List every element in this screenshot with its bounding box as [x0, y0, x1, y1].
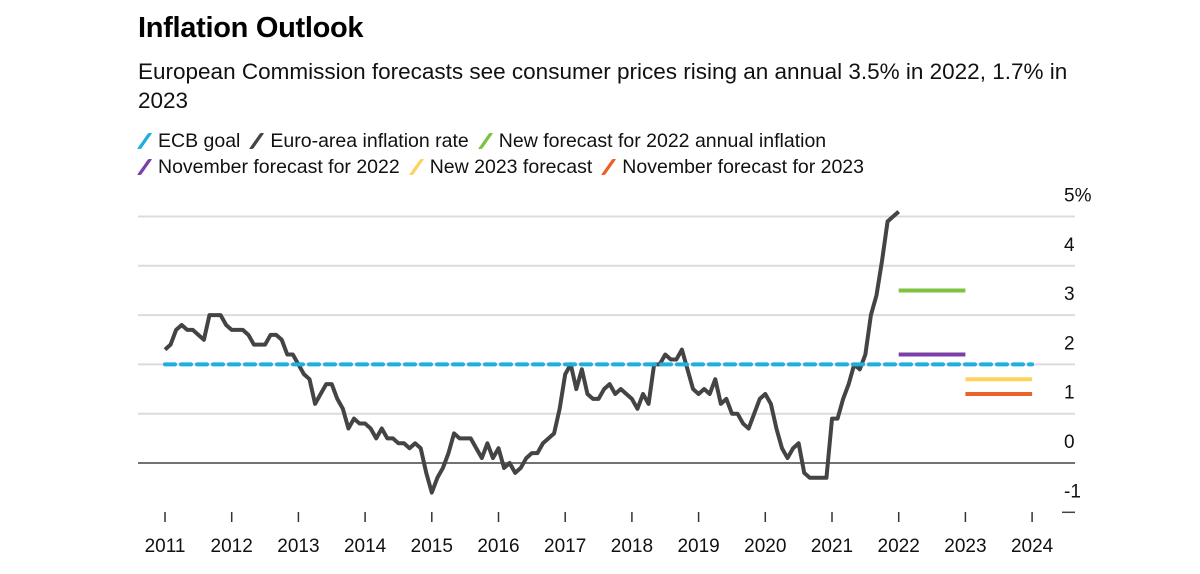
- legend-item: New 2023 forecast: [408, 154, 593, 180]
- x-tick-label: 2019: [677, 536, 719, 557]
- legend-label: Euro-area inflation rate: [270, 130, 469, 152]
- legend-item: November forecast for 2023: [601, 154, 864, 180]
- legend-item: Euro-area inflation rate: [249, 128, 469, 154]
- x-tick-label: 2015: [411, 536, 453, 557]
- y-tick-label: 1: [1064, 383, 1075, 404]
- legend-label: ECB goal: [158, 130, 241, 152]
- x-tick-label: 2018: [611, 536, 653, 557]
- chart-title: Inflation Outlook: [138, 12, 364, 44]
- legend-label: November forecast for 2022: [158, 156, 400, 178]
- x-tick-label: 2013: [277, 536, 319, 557]
- legend: ECB goal Euro-area inflation rate New fore…: [136, 128, 1098, 180]
- y-tick-label: -1: [1064, 481, 1081, 502]
- chart-subtitle: European Commission forecasts see consum…: [138, 59, 1068, 113]
- x-tick-label: 2011: [145, 536, 186, 557]
- x-tick-label: 2016: [477, 536, 519, 557]
- x-tick-label: 2014: [344, 536, 387, 557]
- x-tick-label: 2012: [211, 536, 253, 557]
- legend-label: New 2023 forecast: [429, 156, 593, 178]
- y-tick-label: 5%: [1064, 186, 1092, 207]
- x-tick-label: 2020: [744, 536, 786, 557]
- y-tick-label: 2: [1064, 333, 1075, 354]
- legend-item: New forecast for 2022 annual inflation: [477, 128, 827, 154]
- series-line-euro-area-inflation-rate: [163, 210, 901, 495]
- legend-label: New forecast for 2022 annual inflation: [498, 130, 827, 152]
- legend-label: November forecast for 2023: [622, 156, 864, 178]
- x-tick-label: 2023: [944, 536, 986, 557]
- legend-item: November forecast for 2022: [136, 154, 400, 180]
- y-tick-label: 3: [1064, 284, 1075, 305]
- x-tick-label: 2017: [544, 536, 586, 557]
- y-tick-label: 0: [1064, 432, 1075, 453]
- legend-item: ECB goal: [136, 128, 241, 154]
- x-tick-label: 2021: [811, 536, 853, 557]
- x-tick-label: 2024: [1011, 536, 1054, 557]
- y-tick-label: 4: [1064, 235, 1075, 256]
- x-tick-label: 2022: [878, 536, 920, 557]
